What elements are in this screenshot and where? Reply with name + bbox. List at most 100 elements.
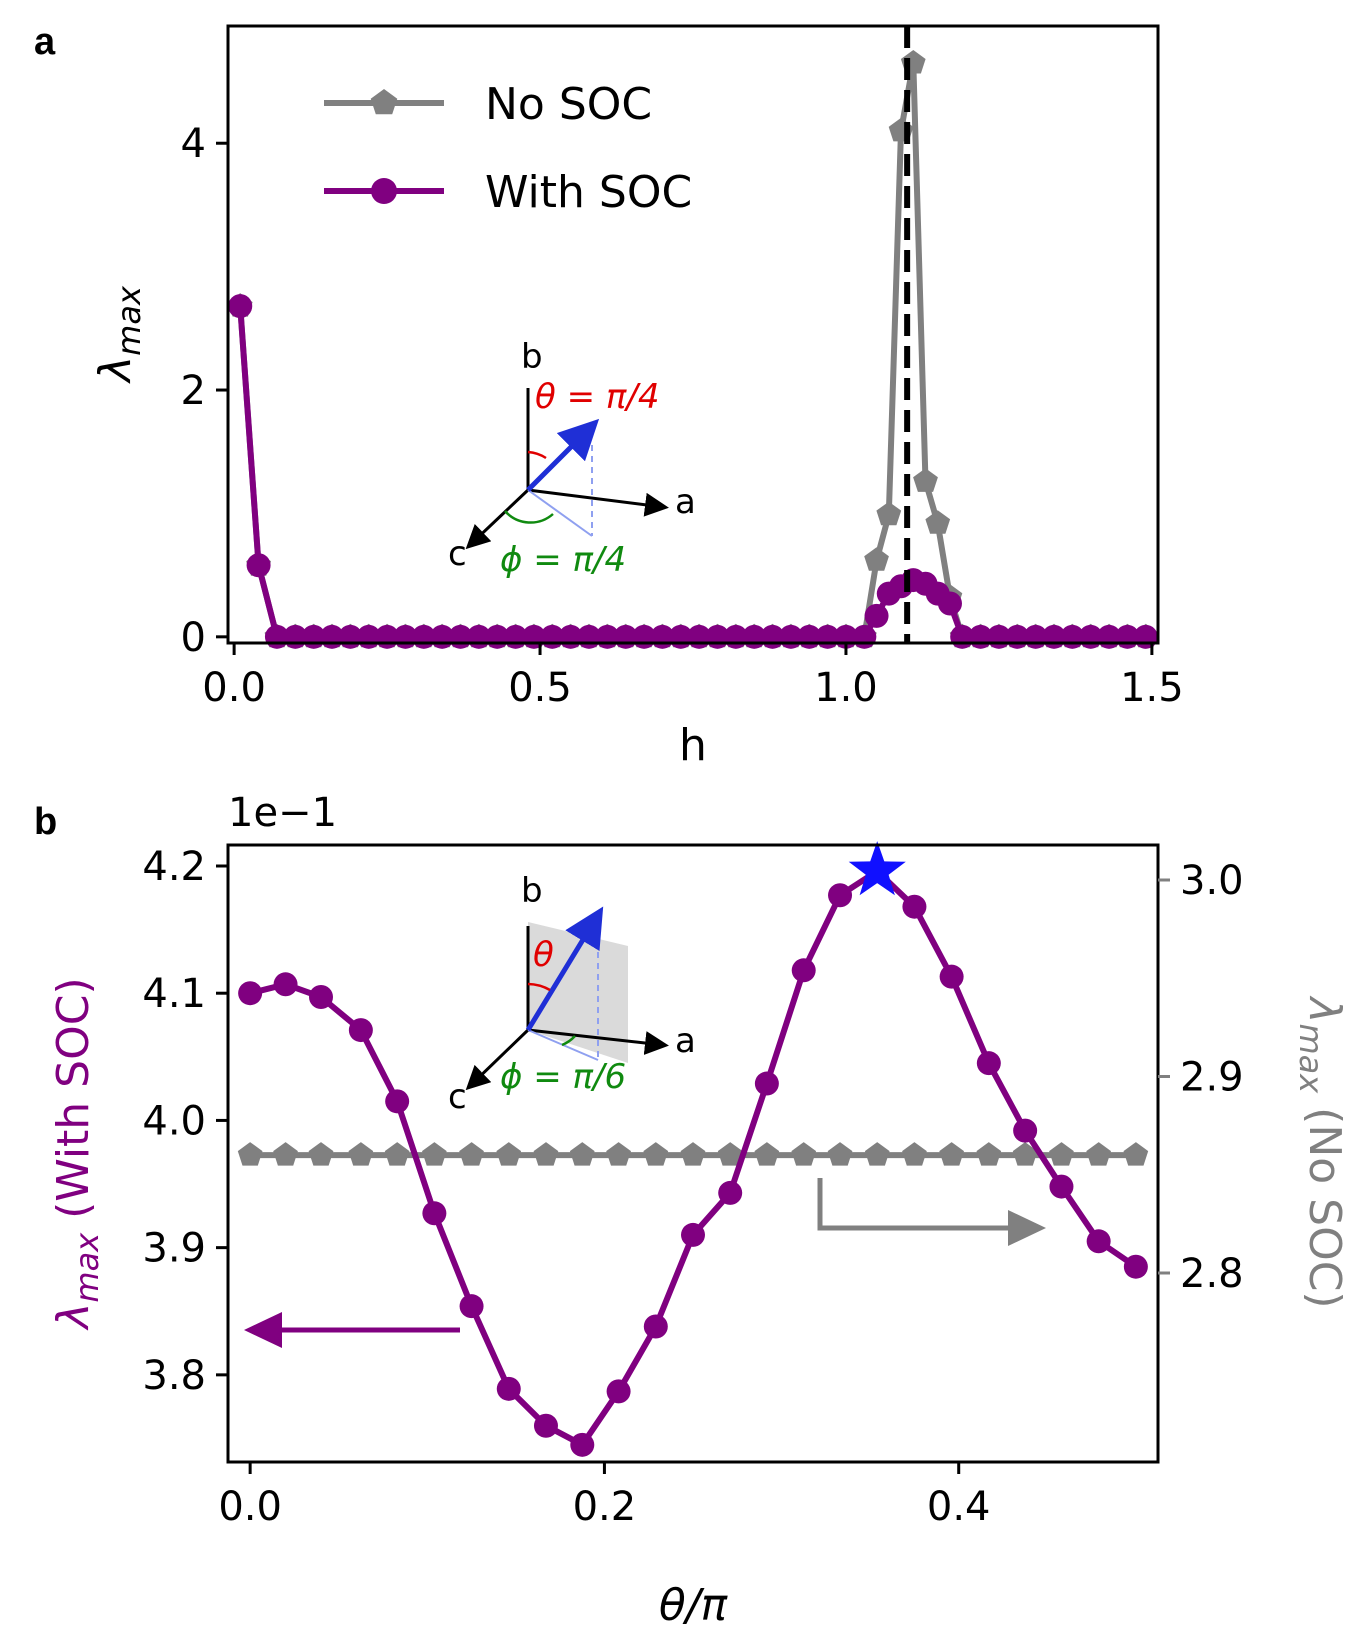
panel-a-frame bbox=[226, 24, 1160, 645]
left-y-tick-label: 4.1 bbox=[142, 971, 206, 1017]
data-point-no-soc bbox=[717, 1142, 743, 1166]
data-point-with-soc bbox=[533, 1413, 558, 1438]
inset-a-phi-arc bbox=[504, 510, 554, 524]
data-point-no-soc bbox=[384, 1142, 410, 1166]
data-point-with-soc bbox=[1133, 624, 1158, 649]
panel-b-left-ylabel-rest: (With SOC) bbox=[48, 977, 99, 1233]
data-point-with-soc bbox=[246, 553, 271, 578]
panel-b-left-y-axis-label: λmax (With SOC) bbox=[48, 977, 106, 1330]
data-point-with-soc bbox=[496, 1376, 521, 1401]
data-point-with-soc bbox=[422, 1201, 447, 1226]
right-y-tick-label: 3.0 bbox=[1180, 858, 1244, 904]
legend-with-soc-marker bbox=[371, 178, 397, 204]
inset-a-theta-arc bbox=[527, 450, 547, 460]
inset-a-a-axis bbox=[527, 488, 669, 517]
panel-b-right-ylabel-rest: (No SOC) bbox=[1299, 1093, 1350, 1308]
data-point-with-soc bbox=[273, 972, 298, 997]
inset-a-c-label: c bbox=[448, 534, 467, 574]
inset-a-phi-label: ϕ = π/4 bbox=[500, 540, 626, 580]
data-point-no-soc bbox=[273, 1142, 298, 1166]
panel-b-left-y-ticks: 3.8 3.9 4.0 4.1 4.2 bbox=[142, 844, 228, 1399]
data-point-no-soc bbox=[827, 1142, 853, 1166]
data-point-no-soc bbox=[533, 1142, 559, 1166]
data-point-no-soc bbox=[348, 1142, 374, 1166]
inset-a-c-axis bbox=[465, 488, 530, 550]
legend-no-soc-label: No SOC bbox=[485, 79, 652, 130]
right-axis-indicator-arrow bbox=[817, 1178, 1046, 1246]
legend-no-soc-marker bbox=[370, 89, 398, 115]
data-point-with-soc bbox=[459, 1294, 484, 1319]
data-point-with-soc bbox=[718, 1180, 743, 1205]
panel-b-plot-area bbox=[237, 841, 1149, 1457]
data-point-no-soc bbox=[925, 510, 951, 534]
panel-b-xlabel-text: θ/π bbox=[659, 1580, 729, 1631]
inset-a-theta-label: θ = π/4 bbox=[535, 377, 659, 417]
x-tick-label: 0.0 bbox=[218, 1484, 282, 1530]
data-point-no-soc bbox=[496, 1142, 522, 1166]
data-point-no-soc bbox=[939, 1142, 964, 1166]
left-y-tick-label: 4.0 bbox=[142, 1098, 206, 1144]
panel-b-right-ylabel-main: λ bbox=[1299, 995, 1350, 1023]
inset-a-field-arrow bbox=[526, 418, 600, 492]
left-y-tick-label: 3.9 bbox=[142, 1226, 206, 1272]
panel-b-frame bbox=[226, 843, 1160, 1464]
data-point-with-soc bbox=[976, 1051, 1001, 1076]
panel-a-ylabel-main: λ bbox=[90, 356, 141, 384]
data-point-no-soc bbox=[754, 1142, 780, 1166]
data-point-with-soc bbox=[939, 964, 964, 989]
data-point-no-soc bbox=[913, 468, 938, 492]
x-tick-label: 0.4 bbox=[927, 1484, 991, 1530]
data-point-with-soc bbox=[1049, 1174, 1074, 1199]
y-tick-label: 2 bbox=[181, 368, 206, 414]
data-point-with-soc bbox=[606, 1379, 631, 1404]
data-point-no-soc bbox=[237, 1142, 263, 1166]
x-tick-label: 0.2 bbox=[573, 1484, 637, 1530]
inset-b-phi-arc bbox=[561, 1035, 576, 1047]
right-y-tick-label: 2.9 bbox=[1180, 1055, 1244, 1101]
maximum-star-marker bbox=[848, 841, 906, 896]
data-point-no-soc bbox=[643, 1142, 669, 1166]
panel-a-x-ticks: 0.0 0.5 1.0 1.5 bbox=[202, 643, 1184, 711]
left-y-tick-label: 3.8 bbox=[142, 1353, 206, 1399]
left-axis-indicator-arrow bbox=[244, 1312, 460, 1348]
panel-a-legend: No SOC With SOC bbox=[324, 79, 692, 218]
data-point-no-soc bbox=[1049, 1142, 1074, 1166]
data-point-with-soc bbox=[791, 958, 816, 983]
x-tick-label: 0.5 bbox=[508, 665, 572, 711]
data-point-with-soc bbox=[1123, 1254, 1148, 1279]
right-y-tick-label: 2.8 bbox=[1180, 1251, 1244, 1297]
data-point-no-soc bbox=[864, 547, 889, 571]
data-point-with-soc bbox=[937, 591, 962, 616]
data-point-with-soc bbox=[348, 1018, 373, 1043]
data-point-with-soc bbox=[228, 294, 253, 319]
data-point-with-soc bbox=[643, 1314, 668, 1339]
panel-b-right-y-axis-label: λmax (No SOC) bbox=[1292, 995, 1350, 1308]
inset-a-a-label: a bbox=[675, 482, 696, 522]
data-point-no-soc bbox=[308, 1142, 334, 1166]
data-point-with-soc bbox=[681, 1222, 705, 1247]
inset-b-field-arrow bbox=[525, 906, 604, 1032]
data-point-no-soc bbox=[791, 1142, 817, 1166]
panel-b-left-ylabel-sub: max bbox=[68, 1232, 106, 1303]
data-point-no-soc bbox=[606, 1142, 631, 1166]
data-point-no-soc bbox=[1012, 1142, 1038, 1166]
inset-b-c-label: c bbox=[448, 1077, 467, 1117]
y-tick-label: 4 bbox=[181, 121, 206, 167]
data-point-no-soc bbox=[459, 1142, 484, 1166]
inset-b-theta-arc bbox=[527, 982, 551, 992]
panel-b-offset-text: 1e−1 bbox=[228, 790, 337, 836]
inset-b-b-label: b bbox=[521, 871, 543, 911]
data-point-with-soc bbox=[1086, 1229, 1111, 1254]
panel-b-label: b bbox=[34, 801, 57, 843]
x-tick-label: 0.0 bbox=[202, 665, 266, 711]
data-point-with-soc bbox=[570, 1432, 595, 1457]
data-point-no-soc bbox=[976, 1142, 1002, 1166]
inset-b-phi-label: ϕ = π/6 bbox=[500, 1057, 626, 1097]
panel-b-right-ylabel-sub: max bbox=[1292, 1023, 1330, 1094]
data-point-with-soc bbox=[828, 883, 853, 908]
x-tick-label: 1.0 bbox=[814, 665, 878, 711]
panel-b-x-axis-label: θ/π bbox=[659, 1580, 729, 1631]
data-point-with-soc bbox=[754, 1071, 779, 1096]
panel-b-inset-diagram: b a c θ ϕ = π/6 bbox=[448, 871, 696, 1117]
